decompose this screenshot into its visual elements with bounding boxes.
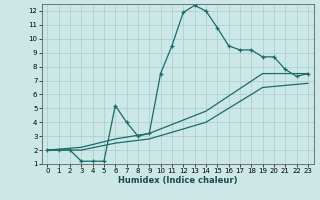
X-axis label: Humidex (Indice chaleur): Humidex (Indice chaleur) bbox=[118, 176, 237, 185]
